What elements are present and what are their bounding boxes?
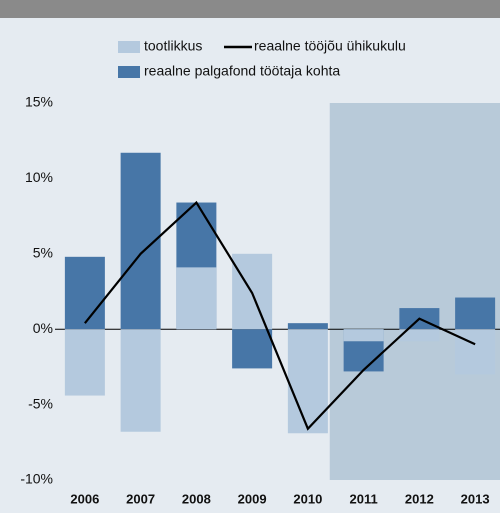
bar [399, 329, 440, 342]
x-tick-label: 2013 [461, 491, 490, 506]
bar [64, 256, 105, 330]
x-tick-label: 2012 [405, 491, 434, 506]
legend-label: tootlikkus [144, 38, 202, 54]
x-tick-label: 2009 [238, 491, 267, 506]
x-tick-label: 2007 [126, 491, 155, 506]
bar [232, 329, 273, 369]
x-tick-label: 2006 [70, 491, 99, 506]
y-tick-label: -10% [20, 471, 53, 487]
bar [343, 329, 384, 342]
x-tick-label: 2010 [293, 491, 322, 506]
x-tick-label: 2008 [182, 491, 211, 506]
y-tick-label: 5% [33, 245, 53, 261]
bar [455, 329, 496, 375]
legend-label: reaalne tööjõu ühikukulu [254, 38, 406, 54]
y-tick-label: -5% [28, 395, 53, 411]
legend-label: reaalne palgafond töötaja kohta [144, 63, 340, 79]
bar [64, 329, 105, 396]
x-tick-label: 2011 [350, 491, 378, 506]
legend-swatch [118, 41, 140, 53]
y-tick-label: 10% [25, 169, 53, 185]
bar [176, 267, 217, 330]
bar [120, 329, 161, 432]
bar [287, 329, 328, 434]
legend-swatch [118, 66, 140, 78]
y-tick-label: 15% [25, 94, 53, 110]
header-bar [0, 0, 500, 18]
bar [455, 297, 496, 330]
y-tick-label: 0% [33, 320, 53, 336]
line [84, 200, 476, 431]
bar [287, 323, 328, 330]
forecast-shade [329, 103, 500, 480]
